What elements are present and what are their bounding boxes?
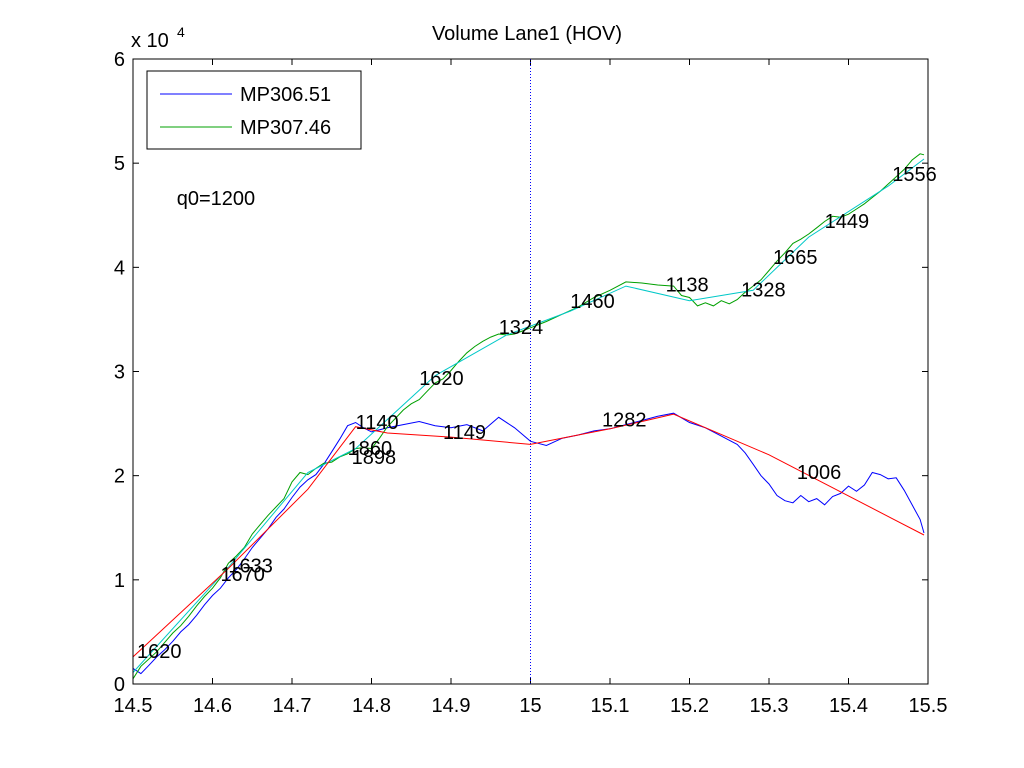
fit-line-0 (132, 158, 925, 673)
y-multiplier-exponent: 4 (177, 24, 185, 40)
annotation-label: 1898 (352, 447, 397, 469)
x-tick-label: 14.8 (352, 695, 391, 717)
annotation-label: 1665 (773, 247, 818, 269)
annotation-label: 1620 (419, 368, 464, 390)
annotation-label: 1460 (570, 291, 615, 313)
series-line-mp307-46 (132, 153, 925, 680)
annotation-label: 1556 (892, 164, 937, 186)
x-tick-label: 14.6 (193, 695, 232, 717)
annotation-label: 1324 (499, 317, 544, 339)
y-tick-label: 3 (114, 362, 125, 384)
legend: MP306.51 MP307.46 (146, 70, 362, 150)
q0-note: q0=1200 (177, 188, 255, 210)
annotation-label: 1633 (228, 556, 273, 578)
y-tick-label: 0 (114, 674, 125, 696)
x-tick-label: 15.2 (670, 695, 709, 717)
annotation-label: 1620 (137, 641, 182, 663)
chart-title: Volume Lane1 (HOV) (432, 23, 622, 45)
annotation-label: 1138 (666, 274, 709, 296)
x-tick-label: 14.5 (114, 695, 153, 717)
legend-box (146, 70, 362, 150)
x-tick-label: 14.9 (432, 695, 471, 717)
plot-frame (132, 58, 929, 685)
y-tick-label: 4 (114, 257, 125, 279)
y-tick-label: 5 (114, 153, 125, 175)
annotation-label: 1006 (797, 462, 842, 484)
y-tick-label: 2 (114, 466, 125, 488)
x-tick-label: 14.7 (273, 695, 312, 717)
annotation-label: 1328 (741, 280, 786, 302)
annotation-label: 1670 (220, 564, 265, 586)
legend-label-mp306-51: MP306.51 (240, 84, 331, 106)
legend-label-mp307-46: MP307.46 (240, 117, 331, 139)
fit-lines (132, 158, 925, 673)
fit-line-1 (132, 413, 925, 658)
y-tick-label: 6 (114, 49, 125, 71)
annotation-label: 1140 (356, 412, 399, 434)
x-tick-label: 15.3 (750, 695, 789, 717)
x-tick-label: 15 (519, 695, 541, 717)
x-tick-label: 15.1 (591, 695, 630, 717)
y-multiplier: x 10 4 (131, 24, 185, 52)
y-tick-label: 1 (114, 570, 125, 592)
x-tick-label: 15.5 (909, 695, 948, 717)
x-tick-label: 15.4 (829, 695, 868, 717)
annotation-label: 1449 (825, 211, 870, 233)
series-lines (132, 153, 925, 680)
series-line-mp306-51 (132, 412, 925, 675)
tick-labels: 14.5 14.6 14.7 14.8 14.9 15 15.1 15.2 15.3 15.4 15… (114, 49, 948, 717)
y-multiplier-label: x 10 (131, 30, 169, 52)
annotation-label: 1860 (348, 438, 393, 460)
annotation-label: 1149 (443, 422, 486, 444)
annotation-label: 1282 (602, 410, 647, 432)
